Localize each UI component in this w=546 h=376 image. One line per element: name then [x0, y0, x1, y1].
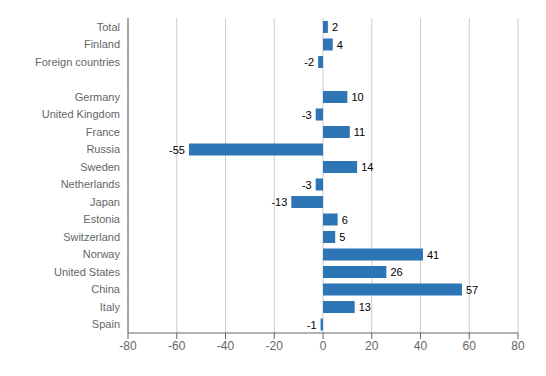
- svg-text:-40: -40: [217, 339, 235, 353]
- svg-text:2: 2: [332, 21, 338, 33]
- svg-text:6: 6: [342, 214, 348, 226]
- svg-text:-13: -13: [271, 196, 287, 208]
- svg-text:40: 40: [414, 339, 428, 353]
- svg-text:Estonia: Estonia: [83, 213, 121, 225]
- svg-text:-3: -3: [302, 179, 312, 191]
- svg-text:13: 13: [359, 301, 371, 313]
- svg-text:-2: -2: [304, 56, 314, 68]
- svg-text:-20: -20: [266, 339, 284, 353]
- svg-text:0: 0: [320, 339, 327, 353]
- svg-text:26: 26: [390, 266, 402, 278]
- svg-text:-1: -1: [307, 319, 317, 331]
- svg-text:Switzerland: Switzerland: [63, 231, 120, 243]
- svg-text:Foreign countries: Foreign countries: [35, 56, 120, 68]
- svg-text:14: 14: [361, 161, 373, 173]
- svg-text:United States: United States: [54, 266, 121, 278]
- svg-text:80: 80: [511, 339, 525, 353]
- svg-text:11: 11: [354, 126, 365, 138]
- svg-text:5: 5: [339, 231, 345, 243]
- svg-text:United Kingdom: United Kingdom: [42, 108, 120, 120]
- svg-text:57: 57: [466, 284, 478, 296]
- svg-text:20: 20: [365, 339, 379, 353]
- svg-text:Germany: Germany: [75, 91, 121, 103]
- svg-text:-3: -3: [302, 109, 312, 121]
- svg-text:41: 41: [427, 249, 439, 261]
- svg-text:Japan: Japan: [90, 196, 120, 208]
- svg-text:Spain: Spain: [92, 318, 120, 330]
- svg-text:France: France: [86, 126, 120, 138]
- svg-text:-60: -60: [168, 339, 186, 353]
- svg-text:60: 60: [463, 339, 477, 353]
- svg-text:Norway: Norway: [83, 248, 121, 260]
- svg-text:Total: Total: [97, 21, 120, 33]
- svg-text:Netherlands: Netherlands: [61, 178, 121, 190]
- svg-text:-80: -80: [119, 339, 137, 353]
- svg-text:Sweden: Sweden: [80, 161, 120, 173]
- svg-text:10: 10: [351, 91, 363, 103]
- svg-text:-55: -55: [169, 144, 185, 156]
- svg-text:Russia: Russia: [86, 143, 121, 155]
- svg-text:4: 4: [337, 39, 343, 51]
- svg-text:Italy: Italy: [100, 301, 121, 313]
- svg-text:China: China: [91, 283, 121, 295]
- svg-text:Finland: Finland: [84, 38, 120, 50]
